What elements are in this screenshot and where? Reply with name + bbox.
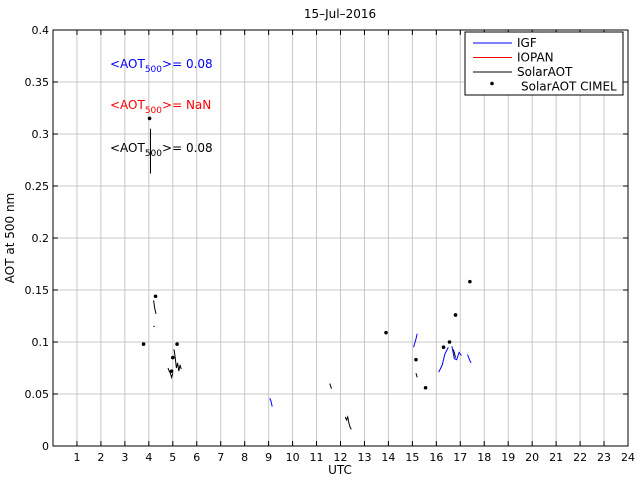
cimel-marker <box>153 294 158 299</box>
x-tick-label: 15 <box>405 451 419 464</box>
grid-lines <box>53 30 628 446</box>
x-tick-label: 1 <box>73 451 80 464</box>
cimel-marker <box>441 345 446 350</box>
x-tick-label: 14 <box>381 451 395 464</box>
legend-label-igf: IGF <box>517 36 537 50</box>
solaraot-line <box>153 300 157 315</box>
cimel-marker <box>468 279 472 284</box>
x-tick-label: 9 <box>265 451 272 464</box>
cimel-marker <box>147 116 152 121</box>
x-tick-label: 19 <box>501 451 515 464</box>
x-axis-title: UTC <box>328 463 352 477</box>
cimel-marker <box>423 385 428 390</box>
x-tick-label: 7 <box>217 451 224 464</box>
y-axis-title: AOT at 500 nm <box>3 193 17 283</box>
x-tick-label: 3 <box>121 451 128 464</box>
x-tick-label: 20 <box>525 451 539 464</box>
cimel-marker <box>447 340 452 344</box>
x-tick-label: 11 <box>310 451 324 464</box>
solaraot-line <box>167 367 174 380</box>
igf-line <box>451 346 462 361</box>
y-tick-label: 0.25 <box>25 180 50 193</box>
y-tick-label: 0.15 <box>25 284 50 297</box>
x-tick-label: 24 <box>621 451 635 464</box>
axis-ticks: 1 2 3 4 5 6 7 8 9 10 11 12 13 14 15 16 17 18 19 20 21 22 23 240… <box>25 24 636 464</box>
mean-aot-annotations: <AOT500>= 0.08 <AOT500>= NaN <AOT500>= 0.0… <box>110 57 213 159</box>
chart-title: 15–Jul–2016 <box>304 7 376 21</box>
y-tick-label: 0.3 <box>32 128 50 141</box>
solaraot-line <box>173 349 182 372</box>
cimel-marker <box>141 342 146 346</box>
cimel-marker <box>170 355 175 360</box>
x-tick-label: 12 <box>334 451 348 464</box>
annotation-mean-aot: <AOT500>= NaN <box>110 98 211 116</box>
data-markers <box>141 116 472 390</box>
x-tick-label: 5 <box>169 451 176 464</box>
x-tick-label: 17 <box>453 451 467 464</box>
x-tick-label: 2 <box>97 451 104 464</box>
x-tick-label: 13 <box>357 451 371 464</box>
data-series <box>150 128 472 430</box>
legend-swatch-solaraot-cimel <box>490 81 494 86</box>
x-tick-label: 10 <box>286 451 300 464</box>
legend-label-iopan: IOPAN <box>517 51 554 65</box>
igf-line <box>413 333 418 348</box>
cimel-marker <box>453 313 458 317</box>
solaraot-line <box>415 373 418 378</box>
x-tick-label: 4 <box>145 451 152 464</box>
solaraot-line <box>452 349 456 358</box>
y-tick-label: 0.35 <box>25 76 50 89</box>
x-tick-label: 22 <box>573 451 587 464</box>
legend-label-solaraot-cimel: SolarAOT CIMEL <box>521 80 617 94</box>
x-tick-label: 23 <box>597 451 611 464</box>
y-tick-label: 0.05 <box>25 388 50 401</box>
x-tick-label: 18 <box>477 451 491 464</box>
y-tick-label: 0.1 <box>32 336 50 349</box>
solaraot-line <box>329 383 332 389</box>
igf-line <box>467 354 472 364</box>
annotation-mean-aot: <AOT500>= 0.08 <box>110 57 213 75</box>
y-tick-label: 0.4 <box>32 24 50 37</box>
cimel-marker <box>175 342 179 346</box>
x-tick-label: 16 <box>429 451 443 464</box>
igf-line <box>269 398 273 407</box>
solaraot-point <box>153 325 155 328</box>
x-tick-label: 8 <box>241 451 248 464</box>
x-tick-label: 21 <box>549 451 563 464</box>
solaraot-line <box>344 415 352 430</box>
cimel-marker <box>384 330 388 335</box>
legend-label-solaraot: SolarAOT <box>517 65 573 79</box>
cimel-marker <box>169 369 174 373</box>
annotation-mean-aot: <AOT500>= 0.08 <box>110 141 213 159</box>
y-tick-label: 0.2 <box>32 232 50 245</box>
cimel-marker <box>414 357 418 362</box>
x-tick-label: 6 <box>193 451 200 464</box>
igf-line <box>438 346 449 373</box>
y-tick-label: 0 <box>42 440 49 453</box>
